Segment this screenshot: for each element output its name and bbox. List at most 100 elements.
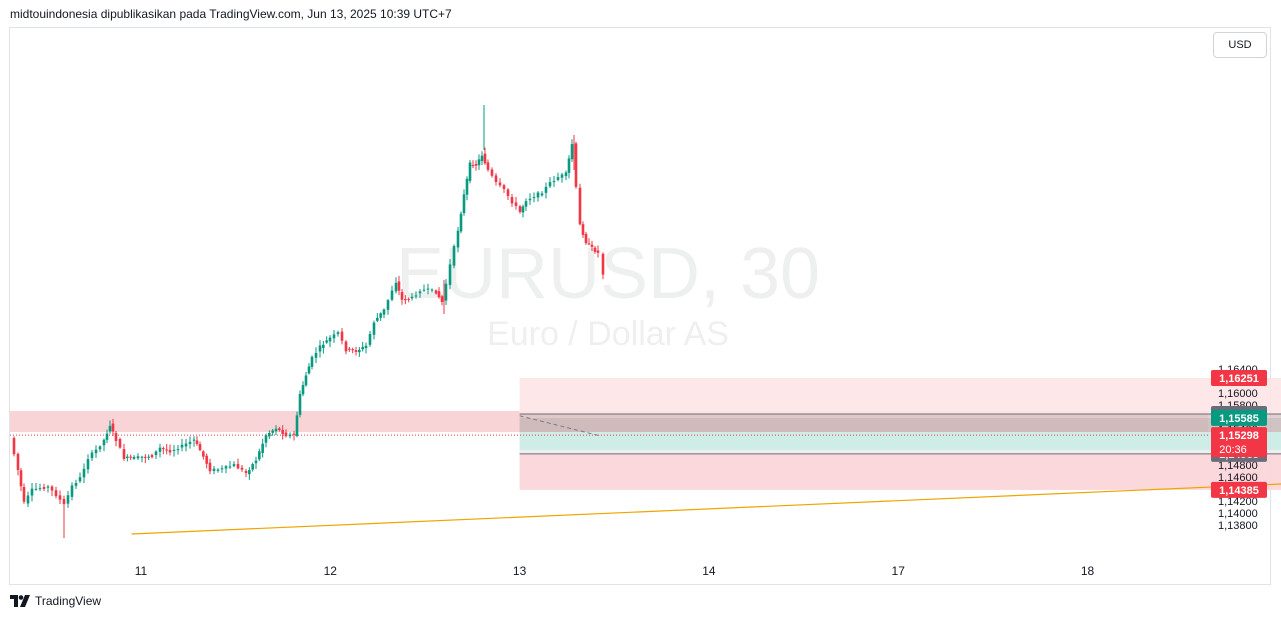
candle bbox=[118, 437, 122, 449]
candle bbox=[578, 183, 582, 226]
candle bbox=[410, 293, 414, 301]
candle-body bbox=[376, 317, 379, 321]
candle bbox=[195, 436, 199, 446]
candle-body bbox=[298, 393, 302, 415]
candle bbox=[314, 347, 318, 364]
candle-body bbox=[434, 290, 438, 294]
candle bbox=[502, 183, 506, 193]
candle-body bbox=[468, 162, 472, 181]
candle-body bbox=[430, 289, 434, 291]
candle-body bbox=[22, 486, 26, 502]
candle-body bbox=[448, 264, 452, 285]
lines-layer bbox=[10, 415, 1281, 535]
candle-body bbox=[292, 433, 296, 435]
candle bbox=[98, 445, 102, 453]
time-tick-label: 11 bbox=[135, 564, 148, 578]
candle bbox=[46, 484, 50, 493]
candle-body bbox=[180, 444, 184, 448]
candle-body bbox=[397, 281, 401, 291]
candle-body bbox=[288, 434, 292, 437]
candle-body bbox=[502, 185, 506, 189]
candle-body bbox=[208, 462, 212, 472]
candle bbox=[198, 441, 202, 452]
candle-body bbox=[136, 456, 140, 459]
candle bbox=[132, 455, 136, 460]
candle-body bbox=[310, 356, 314, 367]
candle bbox=[232, 461, 236, 468]
candle bbox=[58, 490, 62, 504]
candle-body bbox=[254, 460, 258, 464]
candle-body bbox=[394, 282, 398, 292]
candle-body bbox=[354, 350, 358, 352]
candle bbox=[228, 460, 232, 470]
price-label-text: 1,15585 bbox=[1219, 413, 1259, 425]
candle-body bbox=[205, 455, 208, 464]
watermark-description: Euro / Dollar AS bbox=[487, 315, 729, 353]
candle bbox=[26, 491, 30, 507]
candle bbox=[102, 438, 106, 452]
candle-body bbox=[581, 224, 585, 235]
candle bbox=[208, 458, 212, 475]
price-tick-label: 1,13800 bbox=[1218, 520, 1258, 532]
entry-band-lower bbox=[519, 449, 1281, 454]
candle-body bbox=[236, 463, 240, 469]
chart-header-title: midtouindonesia dipublikasikan pada Trad… bbox=[10, 7, 452, 21]
candle-body bbox=[426, 288, 430, 290]
candle-body bbox=[12, 437, 16, 455]
candle bbox=[105, 429, 109, 444]
candle bbox=[162, 446, 165, 455]
candle bbox=[192, 436, 196, 447]
candle bbox=[518, 204, 522, 214]
candle-body bbox=[94, 449, 98, 454]
candle-body bbox=[596, 250, 600, 253]
candle-body bbox=[78, 477, 82, 482]
candle-body bbox=[228, 466, 232, 468]
candle-body bbox=[144, 456, 147, 458]
candle-body bbox=[168, 449, 172, 453]
candle bbox=[340, 328, 344, 345]
candle bbox=[251, 462, 254, 472]
candle bbox=[168, 444, 172, 456]
candle bbox=[372, 320, 376, 340]
current-price-bg bbox=[1211, 427, 1267, 458]
candle-body bbox=[422, 289, 426, 291]
currency-button[interactable]: USD bbox=[1213, 32, 1267, 58]
candle bbox=[521, 204, 525, 218]
footer-brand[interactable]: TradingView bbox=[35, 594, 102, 608]
candle-body bbox=[172, 449, 176, 451]
candle-body bbox=[264, 435, 268, 443]
candle-body bbox=[140, 456, 144, 458]
candle-body bbox=[278, 428, 281, 430]
candle-body bbox=[232, 464, 236, 467]
candle bbox=[122, 443, 126, 461]
candle-body bbox=[54, 490, 58, 497]
candle-body bbox=[122, 449, 126, 459]
candle-body bbox=[74, 483, 78, 486]
candle bbox=[536, 191, 540, 202]
candle bbox=[510, 194, 514, 207]
candle bbox=[390, 285, 394, 302]
candle bbox=[281, 425, 284, 440]
candle bbox=[158, 443, 162, 458]
chart-frame[interactable] bbox=[9, 27, 1271, 585]
candle bbox=[318, 340, 322, 358]
candle bbox=[54, 486, 58, 499]
candle bbox=[368, 330, 372, 347]
candle-body bbox=[46, 486, 50, 488]
candle bbox=[292, 430, 296, 441]
candle bbox=[12, 436, 16, 457]
candle bbox=[332, 330, 336, 343]
candle bbox=[216, 468, 220, 473]
candle bbox=[564, 170, 568, 181]
candle-body bbox=[34, 488, 38, 490]
candle bbox=[74, 479, 78, 490]
candle bbox=[587, 238, 591, 246]
candle bbox=[514, 196, 518, 210]
tradingview-logo-icon bbox=[10, 595, 30, 607]
candle bbox=[248, 467, 251, 480]
candle bbox=[556, 172, 560, 182]
candle-body bbox=[150, 455, 154, 458]
candle-body bbox=[514, 202, 518, 206]
candle-body bbox=[462, 194, 466, 214]
